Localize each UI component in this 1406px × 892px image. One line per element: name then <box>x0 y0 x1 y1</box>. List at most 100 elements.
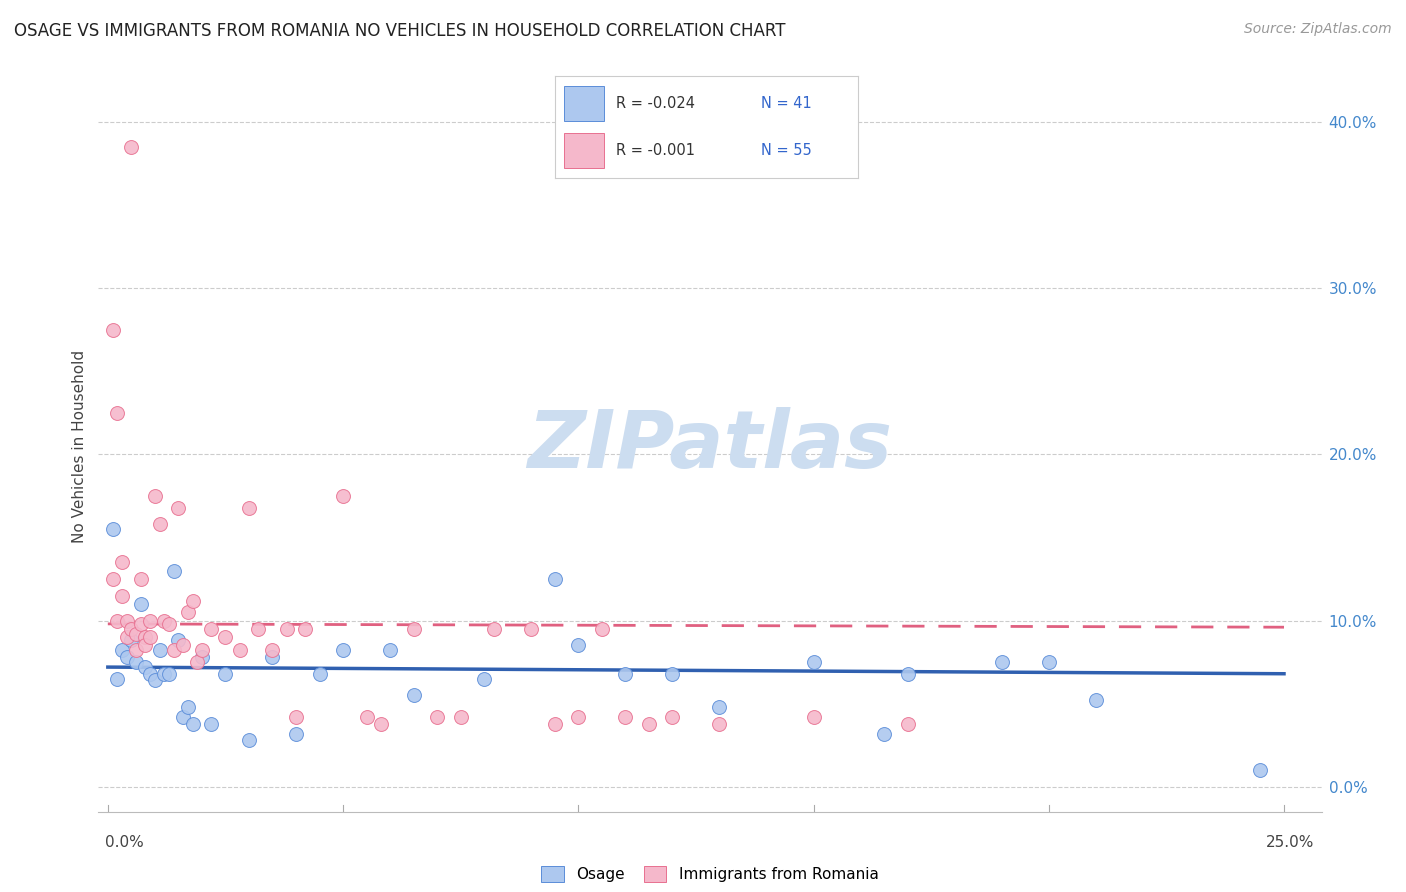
Point <box>200 622 222 636</box>
Point <box>125 655 148 669</box>
Point <box>120 140 142 154</box>
Point <box>101 572 124 586</box>
Point <box>191 643 214 657</box>
Point <box>402 622 425 636</box>
Point <box>157 666 180 681</box>
Point <box>544 716 567 731</box>
Point <box>214 630 236 644</box>
Point <box>125 627 148 641</box>
Point <box>163 564 186 578</box>
Point <box>873 726 896 740</box>
Point <box>990 655 1012 669</box>
Point <box>129 572 152 586</box>
Point <box>120 622 142 636</box>
Point <box>181 716 204 731</box>
Point <box>285 726 308 740</box>
Point <box>115 614 138 628</box>
Point <box>591 622 613 636</box>
Point <box>105 614 128 628</box>
Point <box>709 700 731 714</box>
Point <box>637 716 661 731</box>
Point <box>105 406 128 420</box>
Point <box>111 643 134 657</box>
Bar <box>564 87 603 121</box>
Point <box>803 710 825 724</box>
Point <box>426 710 449 724</box>
Point <box>332 489 354 503</box>
Point <box>191 650 214 665</box>
Point <box>101 323 124 337</box>
Point <box>661 710 683 724</box>
Point <box>482 622 505 636</box>
Text: R = -0.001: R = -0.001 <box>616 144 695 158</box>
Point <box>139 630 162 644</box>
Point <box>709 716 731 731</box>
Point <box>614 710 637 724</box>
Point <box>472 672 495 686</box>
Point <box>247 622 270 636</box>
Point <box>897 716 920 731</box>
Point <box>214 666 236 681</box>
Point <box>153 666 176 681</box>
Point <box>139 614 162 628</box>
Point <box>238 733 260 747</box>
Point <box>129 597 152 611</box>
Point <box>1038 655 1060 669</box>
Point <box>262 650 284 665</box>
Point <box>285 710 308 724</box>
Y-axis label: No Vehicles in Household: No Vehicles in Household <box>72 350 87 542</box>
Point <box>661 666 683 681</box>
Point <box>181 593 204 607</box>
Point <box>238 500 260 515</box>
Point <box>262 643 284 657</box>
Point <box>101 522 124 536</box>
Text: N = 55: N = 55 <box>761 144 811 158</box>
Point <box>105 672 128 686</box>
Point <box>402 689 425 703</box>
Text: OSAGE VS IMMIGRANTS FROM ROMANIA NO VEHICLES IN HOUSEHOLD CORRELATION CHART: OSAGE VS IMMIGRANTS FROM ROMANIA NO VEHI… <box>14 22 786 40</box>
Point <box>520 622 543 636</box>
Point <box>143 489 166 503</box>
Point <box>153 614 176 628</box>
Point <box>228 643 250 657</box>
Point <box>803 655 825 669</box>
Point <box>276 622 298 636</box>
Point <box>567 710 589 724</box>
Point <box>139 666 162 681</box>
Point <box>172 639 194 653</box>
Text: 0.0%: 0.0% <box>105 836 145 850</box>
Point <box>294 622 316 636</box>
Point <box>450 710 472 724</box>
Point <box>544 572 567 586</box>
Point <box>177 700 200 714</box>
Point <box>134 639 156 653</box>
Point <box>1249 763 1271 777</box>
Point <box>614 666 637 681</box>
Point <box>1084 693 1107 707</box>
Point <box>143 673 166 688</box>
Point <box>308 666 330 681</box>
Text: R = -0.024: R = -0.024 <box>616 96 695 111</box>
Point <box>370 716 392 731</box>
Text: ZIPatlas: ZIPatlas <box>527 407 893 485</box>
Point <box>567 639 589 653</box>
Legend: Osage, Immigrants from Romania: Osage, Immigrants from Romania <box>536 860 884 888</box>
Point <box>149 643 172 657</box>
Point <box>897 666 920 681</box>
Point <box>163 643 186 657</box>
Point <box>111 589 134 603</box>
Bar <box>564 133 603 168</box>
Point <box>200 716 222 731</box>
Point <box>125 643 148 657</box>
Point <box>356 710 378 724</box>
Point <box>378 643 401 657</box>
Point <box>134 660 156 674</box>
Point <box>115 650 138 665</box>
Point <box>149 517 172 532</box>
Point <box>167 500 190 515</box>
Point <box>172 710 194 724</box>
Point <box>115 630 138 644</box>
Text: N = 41: N = 41 <box>761 96 811 111</box>
Point <box>177 605 200 619</box>
Point <box>111 555 134 569</box>
